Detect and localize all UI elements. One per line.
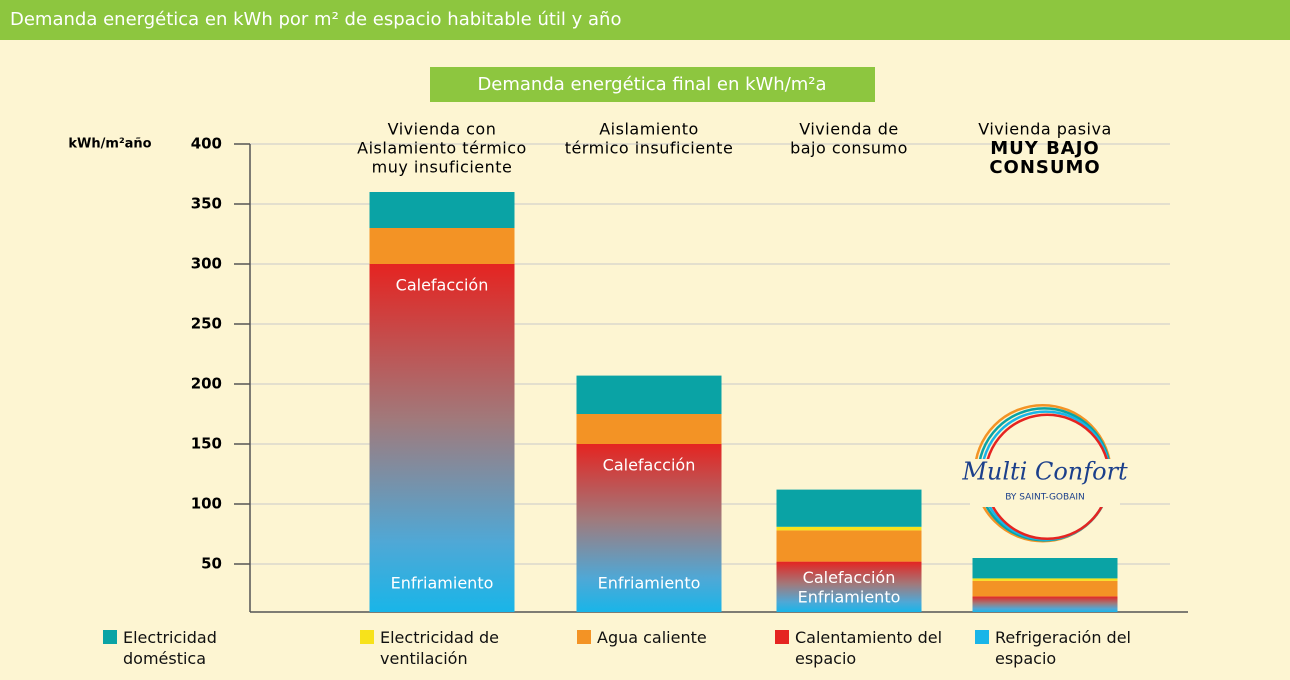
- bar-segment: [369, 564, 515, 612]
- legend-swatch: [103, 630, 117, 644]
- inner-label: Enfriamiento: [798, 588, 901, 607]
- legend-item: Electricidad doméstica: [103, 627, 273, 669]
- logo-band: [970, 459, 1120, 507]
- bar-segment: [776, 588, 922, 612]
- bar-segment: [972, 596, 1118, 600]
- legend-swatch: [975, 630, 989, 644]
- x-category-label: térmico insuficiente: [565, 139, 734, 158]
- subtitle-box: [430, 67, 875, 102]
- x-category-label: MUY BAJO: [990, 138, 1099, 159]
- y-tick-label: 200: [191, 375, 222, 393]
- bar-segment: [776, 526, 922, 531]
- legend-label: Electricidad de ventilación: [380, 628, 499, 668]
- y-tick-label: 150: [191, 435, 222, 453]
- x-category-label: Aislamiento térmico: [357, 139, 527, 158]
- x-category-label: CONSUMO: [989, 157, 1100, 178]
- legend-label: Electricidad doméstica: [123, 628, 217, 668]
- y-axis-label: kWh/m²año: [68, 137, 151, 152]
- legend-item: Calentamiento del espacio: [775, 627, 975, 669]
- bar-segment: [576, 444, 722, 564]
- legend-swatch: [577, 630, 591, 644]
- y-tick-label: 400: [191, 135, 222, 153]
- bar-segment: [972, 558, 1118, 579]
- logo-subtitle: BY SAINT-GOBAIN: [1005, 493, 1085, 503]
- chart-title: Demanda energética final en kWh/m²a: [477, 74, 826, 95]
- x-category-label: bajo consumo: [790, 139, 908, 158]
- inner-label: Enfriamiento: [391, 574, 494, 593]
- inner-label: Enfriamiento: [598, 574, 701, 593]
- inner-label: Calefacción: [603, 456, 696, 475]
- y-tick-label: 300: [191, 255, 222, 273]
- bar-segment: [576, 375, 722, 414]
- legend-item: Electricidad de ventilación: [360, 627, 540, 669]
- y-tick-label: 100: [191, 495, 222, 513]
- y-tick-label: 250: [191, 315, 222, 333]
- legend-swatch: [360, 630, 374, 644]
- y-tick-label: 350: [191, 195, 222, 213]
- legend-item: Refrigeración del espacio: [975, 627, 1165, 669]
- header-title: Demanda energética en kWh por m² de espa…: [0, 0, 1290, 40]
- bar-segment: [576, 564, 722, 612]
- bar-segment: [576, 414, 722, 444]
- x-category-label: Vivienda de: [799, 120, 898, 139]
- legend-label: Agua caliente: [597, 628, 707, 647]
- inner-label: Calefacción: [803, 568, 896, 587]
- legend-item: Agua caliente: [577, 627, 767, 648]
- x-category-label: Vivienda pasiva: [978, 120, 1112, 139]
- legend-label: Refrigeración del espacio: [995, 628, 1131, 668]
- bar-segment: [369, 192, 515, 228]
- logo-title: Multi Confort: [961, 458, 1128, 486]
- x-category-label: Vivienda con: [388, 120, 497, 139]
- bar-segment: [972, 578, 1118, 581]
- bar-segment: [776, 489, 922, 527]
- y-tick-label: 50: [201, 555, 222, 573]
- inner-label: Calefacción: [396, 276, 489, 295]
- legend-label: Calentamiento del espacio: [795, 628, 943, 668]
- bar-segment: [972, 600, 1118, 612]
- x-category-label: muy insuficiente: [372, 158, 513, 177]
- bar-segment: [776, 530, 922, 562]
- bar-segment: [369, 264, 515, 564]
- bar-segment: [369, 228, 515, 264]
- bar-segment: [776, 561, 922, 588]
- legend-swatch: [775, 630, 789, 644]
- bar-segment: [972, 580, 1118, 597]
- x-category-label: Aislamiento: [599, 120, 699, 139]
